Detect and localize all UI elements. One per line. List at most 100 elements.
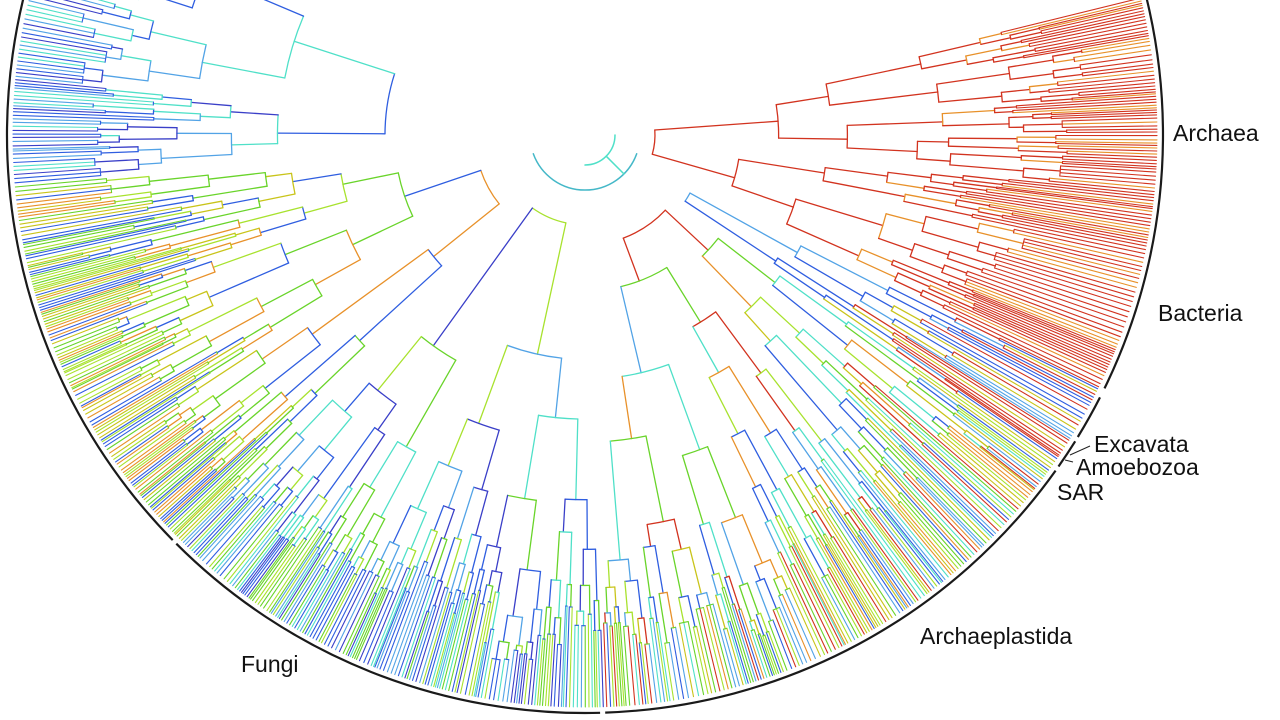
tree-branch xyxy=(994,110,1014,114)
tree-branch xyxy=(368,570,374,574)
tree-branch xyxy=(15,181,108,192)
tree-branch xyxy=(913,366,1054,466)
tree-branch xyxy=(448,592,474,692)
tree-branch xyxy=(887,171,932,179)
tree-branch xyxy=(488,585,494,603)
tree-branch xyxy=(898,492,902,496)
tree-branch xyxy=(647,596,655,599)
tree-branch xyxy=(947,328,1090,406)
tree-branch xyxy=(222,440,245,461)
tree-branch xyxy=(486,544,502,549)
tree-branch xyxy=(329,542,333,545)
tree-branch xyxy=(266,528,323,612)
tree-branch xyxy=(973,302,976,306)
tree-branch xyxy=(240,536,284,593)
tree-branch xyxy=(246,539,290,598)
tree-branch xyxy=(299,553,346,632)
tree-branch xyxy=(104,111,155,115)
tree-branch xyxy=(259,495,265,500)
tree-branch xyxy=(444,586,449,589)
tree-branch xyxy=(944,378,947,381)
tree-branch xyxy=(645,435,664,523)
tree-branch xyxy=(120,422,187,471)
tree-branch xyxy=(248,536,294,599)
tree-branch xyxy=(513,649,519,652)
tree-branch xyxy=(210,457,223,469)
tree-branch xyxy=(447,470,463,509)
tree-branch xyxy=(889,430,997,534)
tree-branch xyxy=(29,256,91,273)
tree-branch xyxy=(1081,40,1150,54)
tree-branch xyxy=(1048,180,1155,193)
tree-branch xyxy=(291,388,312,408)
tree-branch xyxy=(117,317,121,323)
tree-branch xyxy=(41,283,140,317)
tree-branch xyxy=(12,139,99,142)
tree-branch xyxy=(529,608,535,643)
tree-branch xyxy=(862,426,887,451)
tree-branch xyxy=(466,572,475,601)
tree-branch xyxy=(342,575,380,654)
tree-branch xyxy=(81,246,111,255)
tree-branch xyxy=(282,536,285,539)
tree-branch xyxy=(982,267,1128,318)
tree-branch xyxy=(772,275,781,287)
tree-branch xyxy=(34,248,189,294)
tree-branch xyxy=(110,44,113,50)
tree-branch xyxy=(498,640,510,644)
tree-branch xyxy=(439,537,456,582)
tree-branch xyxy=(860,470,949,578)
tree-branch xyxy=(1012,228,1015,234)
tree-branch xyxy=(194,419,197,423)
tree-branch xyxy=(1071,93,1157,101)
tree-branch xyxy=(952,185,988,192)
tree-branch xyxy=(323,568,364,645)
tree-branch xyxy=(770,491,791,528)
tree-branch xyxy=(655,622,669,702)
tree-branch xyxy=(937,432,941,437)
tree-branch xyxy=(254,545,296,604)
tree-branch xyxy=(664,209,709,251)
tree-branch xyxy=(229,242,233,249)
tree-branch xyxy=(404,169,482,197)
tree-branch xyxy=(458,562,466,566)
label-bacteria: Bacteria xyxy=(1158,300,1243,326)
tree-branch xyxy=(208,262,290,298)
tree-branch xyxy=(755,375,796,432)
tree-branch xyxy=(1066,150,1158,155)
tree-branch xyxy=(946,257,984,271)
tree-branch xyxy=(944,357,1073,437)
tree-branch xyxy=(15,72,84,81)
tree-branch xyxy=(642,546,652,599)
tree-branch xyxy=(794,256,864,298)
tree-branch xyxy=(314,499,328,518)
tree-branch xyxy=(936,83,940,103)
tree-branch xyxy=(815,538,870,632)
tree-branch xyxy=(891,338,895,342)
tree-branch xyxy=(490,628,495,631)
tree-branch xyxy=(541,633,549,706)
tree-branch xyxy=(12,114,155,121)
tree-branch xyxy=(726,627,744,686)
tree-branch xyxy=(16,68,84,78)
tree-branch xyxy=(389,540,400,547)
tree-branch xyxy=(75,344,175,396)
tree-branch xyxy=(864,509,868,512)
tree-branch xyxy=(355,558,365,575)
tree-branch xyxy=(918,56,923,70)
tree-branch xyxy=(606,622,612,707)
tree-branch xyxy=(763,577,778,610)
tree-branch xyxy=(555,531,561,581)
tree-branch xyxy=(914,243,950,256)
tree-branch xyxy=(137,148,162,151)
tree-branch xyxy=(286,564,323,624)
tree-branch xyxy=(331,570,371,649)
tree-branch xyxy=(165,0,193,9)
tree-branch xyxy=(323,488,353,533)
tree-branch xyxy=(624,579,639,583)
tree-branch xyxy=(481,429,500,491)
tree-branch xyxy=(864,291,894,309)
tree-branch xyxy=(701,255,752,308)
tree-branch xyxy=(462,592,466,595)
tree-branch xyxy=(754,565,761,581)
